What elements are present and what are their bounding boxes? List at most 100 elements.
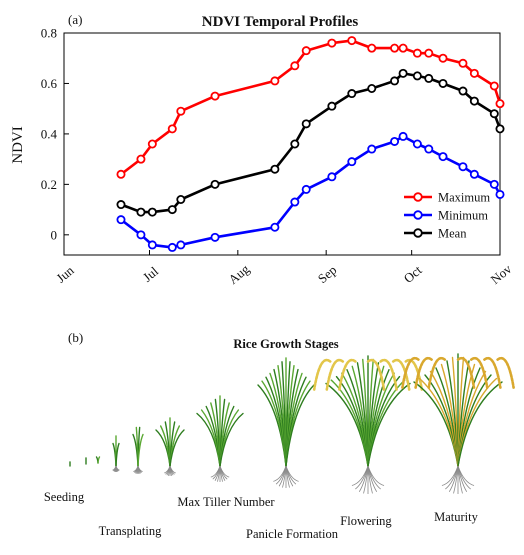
data-point-maximum <box>367 43 377 53</box>
legend-label: Maximum <box>438 191 490 205</box>
growth-stage-labels: Seeding Transplating Max Tiller Number Pani… <box>44 490 479 541</box>
data-point-maximum <box>424 48 434 58</box>
data-point-maximum <box>136 154 146 164</box>
y-axis: 0 0.2 0.4 0.6 0.8 <box>41 26 69 242</box>
transplant-plant-icon <box>112 435 120 472</box>
y-tick-label: 0.2 <box>41 177 57 192</box>
legend-label: Minimum <box>438 209 488 223</box>
data-point-minimum <box>210 232 220 242</box>
data-point-maximum <box>495 99 505 109</box>
data-point-mean <box>270 164 280 174</box>
panel-b-label: (b) <box>68 330 83 345</box>
growth-stage-label: Flowering <box>340 514 392 528</box>
data-point-maximum <box>270 76 280 86</box>
data-point-minimum <box>412 139 422 149</box>
chart-title: NDVI Temporal Profiles <box>202 14 359 30</box>
x-tick-label: Sep <box>315 262 340 286</box>
data-point-maximum <box>469 68 479 78</box>
data-point-mean <box>327 101 337 111</box>
data-point-minimum <box>495 189 505 199</box>
data-point-mean <box>398 68 408 78</box>
data-point-mean <box>116 200 126 210</box>
data-point-minimum <box>469 169 479 179</box>
panel-a-label: (a) <box>68 12 82 27</box>
y-axis-label: NDVI <box>10 126 26 164</box>
data-point-mean <box>458 86 468 96</box>
transplant-plant-icon <box>132 426 144 474</box>
data-point-maximum <box>116 169 126 179</box>
legend-label: Mean <box>438 227 467 241</box>
data-point-mean <box>438 78 448 88</box>
data-point-maximum <box>458 58 468 68</box>
data-point-minimum <box>301 184 311 194</box>
data-point-minimum <box>167 242 177 252</box>
rice-plant-illustrations <box>69 353 515 494</box>
data-point-minimum <box>147 240 157 250</box>
data-point-minimum <box>390 136 400 146</box>
data-point-maximum <box>167 124 177 134</box>
data-point-minimum <box>367 144 377 154</box>
data-point-maximum <box>390 43 400 53</box>
x-tick-label: Jul <box>140 263 162 284</box>
data-point-maximum <box>176 106 186 116</box>
data-point-minimum <box>489 179 499 189</box>
data-point-maximum <box>290 61 300 71</box>
data-point-mean <box>390 76 400 86</box>
data-point-mean <box>347 89 357 99</box>
data-point-minimum <box>438 152 448 162</box>
data-point-minimum <box>458 162 468 172</box>
plot-frame <box>63 32 501 256</box>
data-point-minimum <box>136 230 146 240</box>
y-tick-label: 0.6 <box>41 76 58 91</box>
data-point-mean <box>469 96 479 106</box>
data-point-minimum <box>270 222 280 232</box>
tiller-plant-icon <box>155 417 185 476</box>
data-point-mean <box>489 109 499 119</box>
data-point-mean <box>176 194 186 204</box>
data-point-mean <box>495 124 505 134</box>
x-tick-label: Aug <box>225 261 252 287</box>
data-point-minimum <box>327 172 337 182</box>
growth-stages-title: Rice Growth Stages <box>233 337 338 351</box>
data-point-maximum <box>147 139 157 149</box>
data-point-mean <box>290 139 300 149</box>
max-tiller-plant-icon <box>196 395 244 482</box>
data-point-maximum <box>301 46 311 56</box>
data-point-mean <box>424 73 434 83</box>
growth-stage-label: Max Tiller Number <box>177 495 275 509</box>
data-point-maximum <box>210 91 220 101</box>
growth-stage-label: Seeding <box>44 490 85 504</box>
series-layer <box>116 36 505 252</box>
data-point-mean <box>301 119 311 129</box>
y-tick-label: 0.8 <box>41 26 57 41</box>
data-point-minimum <box>116 215 126 225</box>
data-point-minimum <box>398 131 408 141</box>
data-point-mean <box>136 207 146 217</box>
legend-marker <box>413 192 423 202</box>
x-axis: Jun Jul Aug Sep Oct Nov <box>53 250 515 287</box>
maturity-plant-icon <box>401 353 515 494</box>
data-point-minimum <box>290 197 300 207</box>
legend-marker <box>413 228 423 238</box>
data-point-mean <box>412 71 422 81</box>
data-point-maximum <box>327 38 337 48</box>
data-point-maximum <box>412 48 422 58</box>
data-point-maximum <box>489 81 499 91</box>
growth-stage-label: Transplating <box>99 524 162 538</box>
data-point-maximum <box>398 43 408 53</box>
data-point-maximum <box>438 53 448 63</box>
data-point-minimum <box>176 240 186 250</box>
growth-stage-label: Maturity <box>434 510 478 524</box>
data-point-minimum <box>424 144 434 154</box>
data-point-mean <box>367 84 377 94</box>
panicle-formation-plant-icon <box>257 357 315 488</box>
data-point-maximum <box>347 36 357 46</box>
data-point-minimum <box>347 157 357 167</box>
legend-marker <box>413 210 423 220</box>
legend: Maximum Minimum Mean <box>404 191 490 241</box>
seedling-icon <box>95 456 101 464</box>
y-tick-label: 0.4 <box>41 126 58 141</box>
x-tick-label: Oct <box>401 262 425 286</box>
